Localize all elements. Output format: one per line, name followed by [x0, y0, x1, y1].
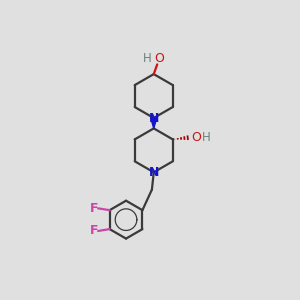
Text: H: H	[143, 52, 152, 65]
Polygon shape	[151, 118, 157, 128]
Text: O: O	[191, 131, 201, 144]
Text: F: F	[90, 224, 98, 238]
Text: N: N	[148, 112, 159, 124]
Text: F: F	[90, 202, 98, 215]
Text: N: N	[148, 166, 159, 179]
Text: O: O	[154, 52, 164, 65]
Text: H: H	[201, 131, 210, 144]
